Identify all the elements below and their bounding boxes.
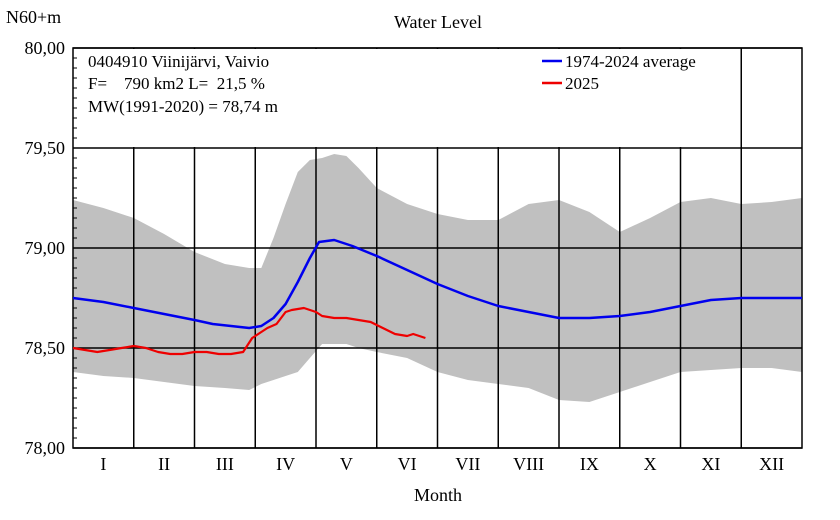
month-label: IX [580,454,599,474]
x-axis-month-labels: I II III IV V VI VII VIII IX X XI XII [100,454,784,474]
plot-frame [72,47,803,449]
month-label: I [100,454,106,474]
month-label: VI [398,454,417,474]
station-info: 0404910 Viinijärvi, Vaivio F= 790 km2 L=… [88,52,278,116]
station-info-line-3: MW(1991-2020) = 78,74 m [88,97,278,116]
info-panel-background [74,49,741,147]
month-label: V [340,454,353,474]
month-label: XII [759,454,784,474]
plot-area [72,47,803,449]
x-axis-label: Month [414,485,462,505]
y-axis-tick-labels: 78,00 78,50 79,00 79,50 80,00 [25,38,66,458]
legend: 1974-2024 average 2025 [542,52,696,93]
month-label: XI [701,454,720,474]
y-tick-label: 79,00 [25,238,66,258]
series-line-2025 [72,306,426,356]
y-axis-label: N60+m [6,7,61,27]
y-tick-label: 80,00 [25,38,66,58]
y-tick-label: 78,00 [25,438,66,458]
station-info-line-2: F= 790 km2 L= 21,5 % [88,74,265,93]
chart-title: Water Level [394,12,482,32]
station-info-line-1: 0404910 Viinijärvi, Vaivio [88,52,269,71]
month-label: IV [276,454,295,474]
month-label: VII [455,454,480,474]
month-label: X [644,454,657,474]
y-tick-label: 78,50 [25,338,66,358]
legend-label-2025: 2025 [565,74,599,93]
month-label: VIII [513,454,544,474]
month-label: III [216,454,234,474]
y-tick-label: 79,50 [25,138,66,158]
month-label: II [158,454,170,474]
legend-label-average: 1974-2024 average [565,52,696,71]
series-line-average [72,238,802,330]
